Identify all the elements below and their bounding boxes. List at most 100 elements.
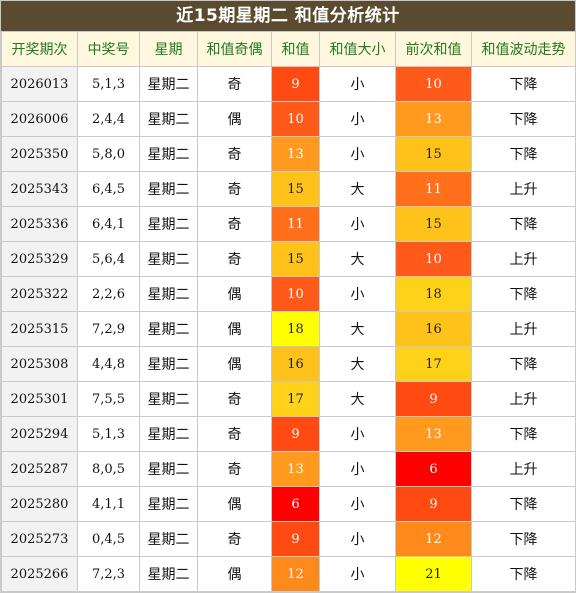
cell-size: 大 xyxy=(319,346,396,382)
cell-numbers: 5,6,4 xyxy=(77,241,140,277)
header-period: 开奖期次 xyxy=(1,31,78,67)
cell-prev-sum: 17 xyxy=(395,346,472,382)
cell-size: 小 xyxy=(319,101,396,137)
cell-numbers: 7,2,3 xyxy=(77,556,140,592)
cell-trend: 下降 xyxy=(471,486,576,522)
cell-numbers: 0,4,5 xyxy=(77,521,140,557)
cell-sum: 9 xyxy=(271,66,320,102)
cell-parity: 偶 xyxy=(197,101,272,137)
cell-numbers: 5,1,3 xyxy=(77,66,140,102)
cell-sum: 15 xyxy=(271,241,320,277)
table-row: 2025266 7,2,3 星期二偶 12 小 21 下降 xyxy=(1,556,576,592)
cell-period: 2025287 xyxy=(1,451,78,487)
cell-sum: 9 xyxy=(271,521,320,557)
cell-parity: 奇 xyxy=(197,206,272,242)
cell-size: 小 xyxy=(319,66,396,102)
table-row: 2026006 2,4,4 星期二偶 10 小 13 下降 xyxy=(1,101,576,137)
cell-period: 2025322 xyxy=(1,276,78,312)
header-sum: 和值 xyxy=(271,31,320,67)
cell-prev-sum: 15 xyxy=(395,136,472,172)
cell-size: 大 xyxy=(319,311,396,347)
cell-trend: 下降 xyxy=(471,416,576,452)
table-row: 2025294 5,1,3 星期二奇 9 小 13 下降 xyxy=(1,416,576,452)
table-row: 2025301 7,5,5 星期二奇 17 大 9 上升 xyxy=(1,381,576,417)
cell-parity: 奇 xyxy=(197,241,272,277)
cell-size: 小 xyxy=(319,206,396,242)
cell-period: 2025350 xyxy=(1,136,78,172)
cell-period: 2026013 xyxy=(1,66,78,102)
cell-numbers: 5,1,3 xyxy=(77,416,140,452)
cell-numbers: 4,4,8 xyxy=(77,346,140,382)
cell-sum: 12 xyxy=(271,556,320,592)
cell-parity: 偶 xyxy=(197,276,272,312)
table-row: 2025343 6,4,5 星期二奇 15 大 11 上升 xyxy=(1,171,576,207)
cell-sum: 13 xyxy=(271,136,320,172)
table-row: 2025336 6,4,1 星期二奇 11 小 15 下降 xyxy=(1,206,576,242)
cell-weekday: 星期二 xyxy=(139,241,198,277)
cell-size: 小 xyxy=(319,486,396,522)
cell-trend: 下降 xyxy=(471,66,576,102)
cell-parity: 奇 xyxy=(197,521,272,557)
cell-sum: 13 xyxy=(271,451,320,487)
cell-sum: 6 xyxy=(271,486,320,522)
cell-parity: 偶 xyxy=(197,486,272,522)
header-weekday: 星期 xyxy=(139,31,198,67)
cell-trend: 上升 xyxy=(471,241,576,277)
header-row: 开奖期次 中奖号 星期 和值奇偶 和值 和值大小 前次和值 和值波动走势 xyxy=(1,31,576,67)
cell-numbers: 8,0,5 xyxy=(77,451,140,487)
cell-prev-sum: 10 xyxy=(395,66,472,102)
cell-trend: 上升 xyxy=(471,171,576,207)
cell-size: 大 xyxy=(319,171,396,207)
cell-weekday: 星期二 xyxy=(139,556,198,592)
cell-weekday: 星期二 xyxy=(139,101,198,137)
table-row: 2025350 5,8,0 星期二奇 13 小 15 下降 xyxy=(1,136,576,172)
cell-size: 小 xyxy=(319,521,396,557)
table-title: 近15期星期二 和值分析统计 xyxy=(1,1,575,31)
cell-sum: 10 xyxy=(271,276,320,312)
cell-prev-sum: 12 xyxy=(395,521,472,557)
cell-weekday: 星期二 xyxy=(139,416,198,452)
cell-prev-sum: 11 xyxy=(395,171,472,207)
header-numbers: 中奖号 xyxy=(77,31,140,67)
cell-numbers: 4,1,1 xyxy=(77,486,140,522)
cell-weekday: 星期二 xyxy=(139,206,198,242)
header-prev-sum: 前次和值 xyxy=(395,31,472,67)
table-row: 2025329 5,6,4 星期二奇 15 大 10 上升 xyxy=(1,241,576,277)
cell-prev-sum: 10 xyxy=(395,241,472,277)
cell-prev-sum: 9 xyxy=(395,486,472,522)
cell-prev-sum: 6 xyxy=(395,451,472,487)
header-parity: 和值奇偶 xyxy=(197,31,272,67)
cell-size: 大 xyxy=(319,381,396,417)
cell-trend: 下降 xyxy=(471,521,576,557)
cell-trend: 上升 xyxy=(471,451,576,487)
cell-weekday: 星期二 xyxy=(139,521,198,557)
cell-parity: 奇 xyxy=(197,381,272,417)
cell-period: 2025301 xyxy=(1,381,78,417)
table-row: 2026013 5,1,3 星期二奇 9 小 10 下降 xyxy=(1,66,576,102)
cell-parity: 奇 xyxy=(197,136,272,172)
cell-numbers: 5,8,0 xyxy=(77,136,140,172)
cell-period: 2026006 xyxy=(1,101,78,137)
cell-parity: 偶 xyxy=(197,311,272,347)
cell-weekday: 星期二 xyxy=(139,66,198,102)
cell-sum: 10 xyxy=(271,101,320,137)
cell-trend: 下降 xyxy=(471,276,576,312)
cell-period: 2025315 xyxy=(1,311,78,347)
cell-numbers: 7,5,5 xyxy=(77,381,140,417)
table-row: 2025322 2,2,6 星期二偶 10 小 18 下降 xyxy=(1,276,576,312)
table-row: 2025308 4,4,8 星期二偶 16 大 17 下降 xyxy=(1,346,576,382)
cell-prev-sum: 13 xyxy=(395,416,472,452)
cell-sum: 15 xyxy=(271,171,320,207)
cell-trend: 下降 xyxy=(471,101,576,137)
cell-weekday: 星期二 xyxy=(139,171,198,207)
header-trend: 和值波动走势 xyxy=(471,31,576,67)
cell-weekday: 星期二 xyxy=(139,346,198,382)
table-row: 2025273 0,4,5 星期二奇 9 小 12 下降 xyxy=(1,521,576,557)
cell-prev-sum: 13 xyxy=(395,101,472,137)
cell-numbers: 6,4,1 xyxy=(77,206,140,242)
cell-parity: 奇 xyxy=(197,66,272,102)
cell-prev-sum: 18 xyxy=(395,276,472,312)
cell-size: 小 xyxy=(319,276,396,312)
cell-trend: 上升 xyxy=(471,311,576,347)
